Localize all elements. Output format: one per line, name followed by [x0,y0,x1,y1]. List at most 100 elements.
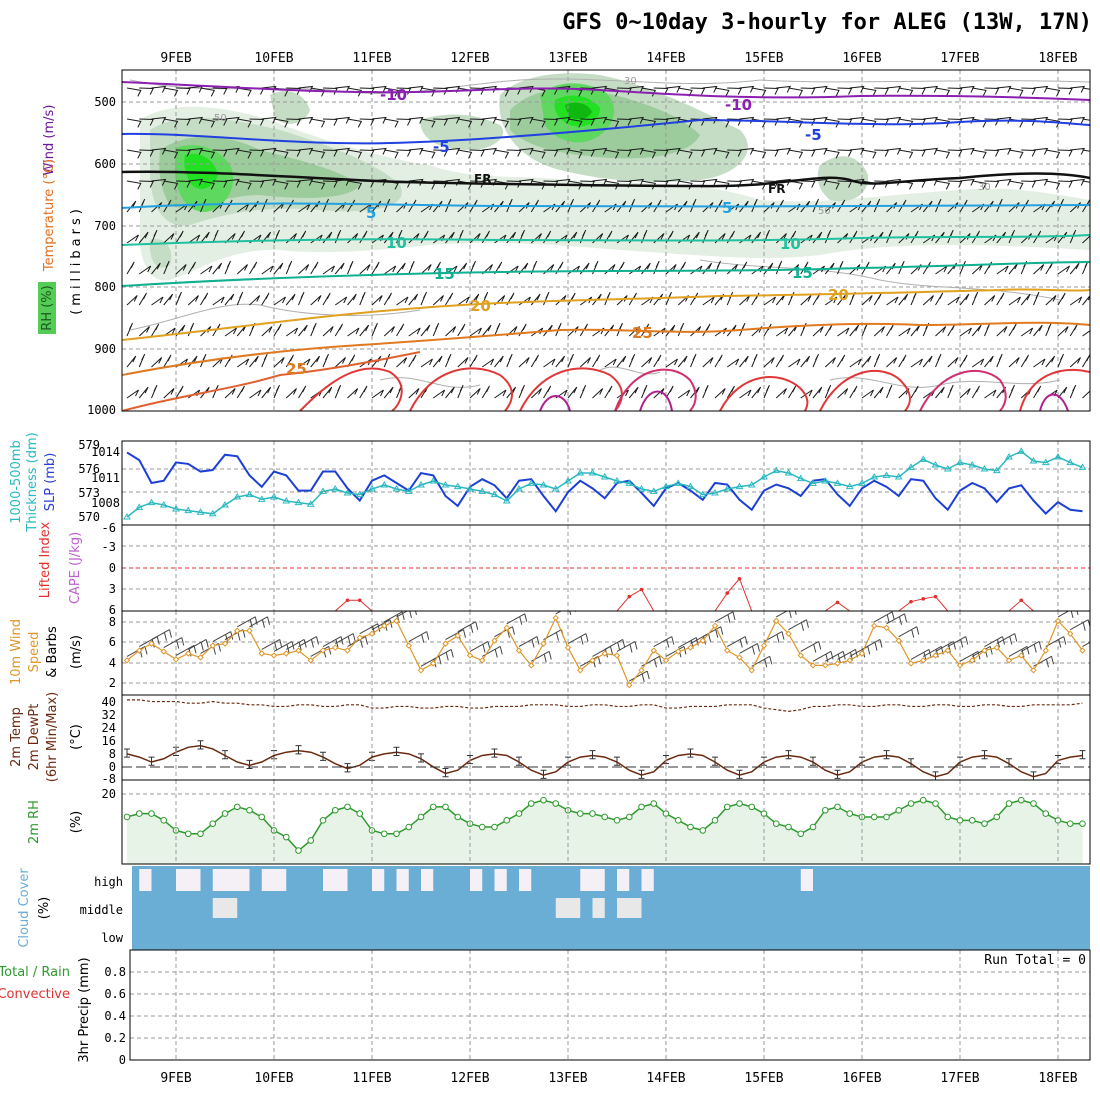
wind-speed-point [920,657,927,664]
dewpoint-label: 2m DewPt [27,704,42,771]
upper-wind-barb [298,178,314,186]
upper-wind-barb [1082,118,1090,121]
upper-wind-barb [959,199,968,213]
upper-wind-barb [200,292,209,306]
thickness-unit-label: Thickness (dm) [25,432,40,532]
upper-wind-barb [359,149,375,157]
upper-wind-barb [237,149,252,159]
rh-point [491,823,498,831]
rh-grid [122,780,1090,864]
upper-wind-barb [788,264,800,275]
thickness-point [1017,447,1026,454]
upper-wind-barb [702,147,718,155]
upper-wind-barb [224,293,235,306]
upper-y-tick: 900 [94,342,116,356]
li-point [627,594,632,599]
li-axis-labels: Lifted Index CAPE (J/kg) [38,521,83,604]
upper-wind-barb [285,293,296,306]
rh-point [540,796,547,804]
upper-wind-barb [261,85,277,93]
rh-point [148,810,155,817]
li-tick: 6 [109,603,116,617]
temp-minmax-bar [1030,771,1037,780]
upper-wind-barb [923,85,939,93]
upper-wind-barb [555,85,571,93]
upper-wind-barb [224,116,240,124]
surface-wind-barb [567,633,589,645]
upper-wind-barb [249,200,259,213]
upper-wind-barb [873,231,884,244]
thickness-point [527,479,536,486]
upper-wind-barb [702,178,718,186]
wind-speed-point [1067,630,1074,637]
high-cloud-block [580,869,605,891]
surface-wind-barb [776,611,797,619]
li-grid [122,525,1090,611]
upper-wind-barb [812,292,821,306]
upper-wind-barb [824,296,838,306]
upper-wind-barb [212,296,225,306]
thickness-point [245,490,254,498]
upper-wind-barb [935,386,945,399]
wind-speed-point [442,640,449,647]
thickness-point [429,477,438,484]
bottom-date-tick: 10FEB [254,1071,293,1086]
upper-wind-barb [420,87,436,97]
thickness-point [845,482,854,490]
upper-wind-barb [139,149,154,157]
high-cloud-block [372,869,385,891]
upper-wind-barb [677,295,689,306]
upper-wind-barb [873,353,881,368]
precip-total-label: Total / Rain [0,965,70,980]
top-date-tick: 14FEB [646,51,685,66]
upper-wind-barb [641,296,654,306]
thickness-point [662,482,670,490]
upper-wind-barb [579,229,587,244]
upper-wind-barb [371,85,387,93]
upper-wind-barb [861,322,868,337]
wind-speed-point [503,624,510,632]
rh-point [417,813,425,821]
thickness-point [441,481,450,488]
upper-wind-barb [445,198,452,213]
upper-wind-barb [518,229,525,244]
cloud-axis-labels: Cloud Cover (%) [17,868,52,948]
upper-wind-barb [1008,384,1015,399]
upper-wind-barb [273,202,285,213]
contour-label: FR [768,182,785,196]
upper-wind-barb [151,296,164,306]
cloud-background [132,866,1090,950]
upper-wind-barb [555,261,564,275]
thickness-point [956,458,964,466]
upper-wind-barb [334,357,346,368]
upper-wind-barb [727,149,742,157]
wind-speed-point [785,630,792,637]
cloud-cover-blocks [139,869,813,918]
upper-wind-barb [579,357,591,368]
upper-wind-barb [384,118,399,128]
upper-wind-barb [690,326,702,337]
upper-wind-barb [800,295,812,306]
upper-wind-barb [481,358,495,368]
rh-point [1030,800,1037,807]
upper-wind-barb [261,353,268,368]
temperature-panel: 40 32 24 16 8 0 -8 2m Temp 2m DewPt (6hr… [9,692,1091,786]
upper-wind-barb [518,384,525,399]
upper-wind-barb [420,264,432,275]
rh-point [1079,820,1086,827]
rh-point [687,823,694,831]
upper-wind-barb [947,180,963,188]
upper-wind-barb [1082,149,1090,152]
upper-wind-barb [1008,357,1020,368]
bottom-date-tick: 9FEB [160,1071,191,1086]
upper-wind-barb [763,149,779,157]
rh-point [883,813,890,821]
upper-wind-barb [200,118,216,128]
upper-wind-barb [420,324,431,337]
upper-wind-barb [604,230,613,244]
upper-wind-barb [751,326,763,337]
upper-wind-barb [812,198,819,213]
temp-minmax-bar [638,769,645,779]
upper-wind-barb [812,353,819,368]
upper-wind-barb [518,262,529,275]
